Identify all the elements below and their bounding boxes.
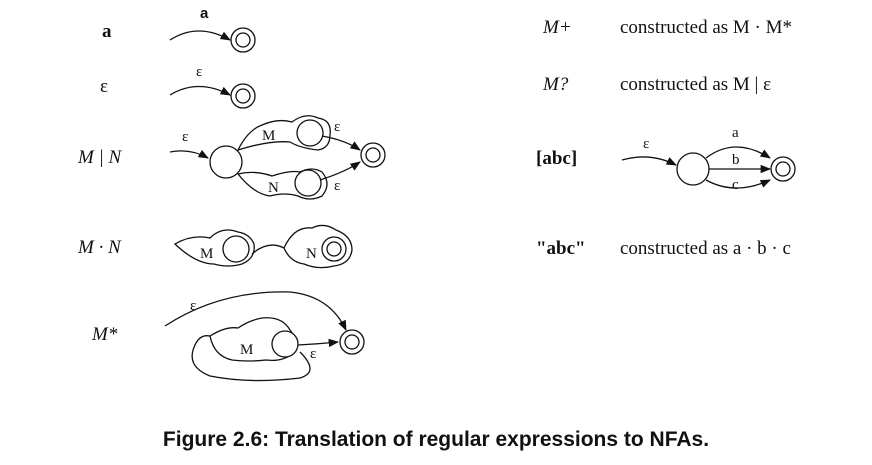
char-class-a: a — [732, 125, 739, 141]
nfa-alternation: ε M N ε ε — [169, 115, 386, 200]
desc-optional: constructed as M | ε — [620, 74, 771, 95]
expr-epsilon: ε — [100, 76, 108, 97]
char-class-eps: ε — [643, 136, 649, 152]
expr-alternation: M | N — [77, 147, 123, 168]
alt-eps-n: ε — [334, 178, 340, 194]
expr-concatenation: M · N — [77, 237, 122, 258]
expr-char-class: [abc] — [536, 148, 577, 169]
concat-n-label: N — [306, 246, 317, 262]
concat-m-label: M — [200, 246, 213, 262]
nfa-char-class: ε a b c — [621, 125, 796, 193]
star-eps-inner: ε — [310, 346, 316, 362]
nfa-kleene-star: ε M ε — [164, 291, 365, 382]
figure-caption: Figure 2.6: Translation of regular expre… — [162, 428, 710, 451]
expr-a: a — [102, 21, 112, 42]
char-class-c: c — [732, 177, 739, 193]
nfa-epsilon: ε — [169, 64, 256, 109]
edge-label-epsilon: ε — [196, 64, 202, 80]
nfa-concatenation: M N — [173, 224, 353, 269]
expr-plus: M+ — [542, 17, 572, 38]
edge-label-a: a — [200, 5, 209, 22]
alt-m-label: M — [262, 128, 275, 144]
expr-kleene-star: M* — [91, 324, 118, 345]
expr-optional: M? — [542, 74, 569, 95]
edge-label-alt-start: ε — [182, 129, 188, 145]
expr-string: "abc" — [536, 238, 586, 259]
star-eps-top: ε — [190, 298, 196, 314]
alt-eps-m: ε — [334, 119, 340, 135]
nfa-a: a — [169, 5, 256, 53]
char-class-b: b — [732, 152, 740, 168]
desc-string: constructed as a · b · c — [620, 238, 791, 259]
desc-plus: constructed as M · M* — [620, 17, 792, 38]
alt-n-label: N — [268, 180, 279, 196]
star-m-label: M — [240, 342, 253, 358]
